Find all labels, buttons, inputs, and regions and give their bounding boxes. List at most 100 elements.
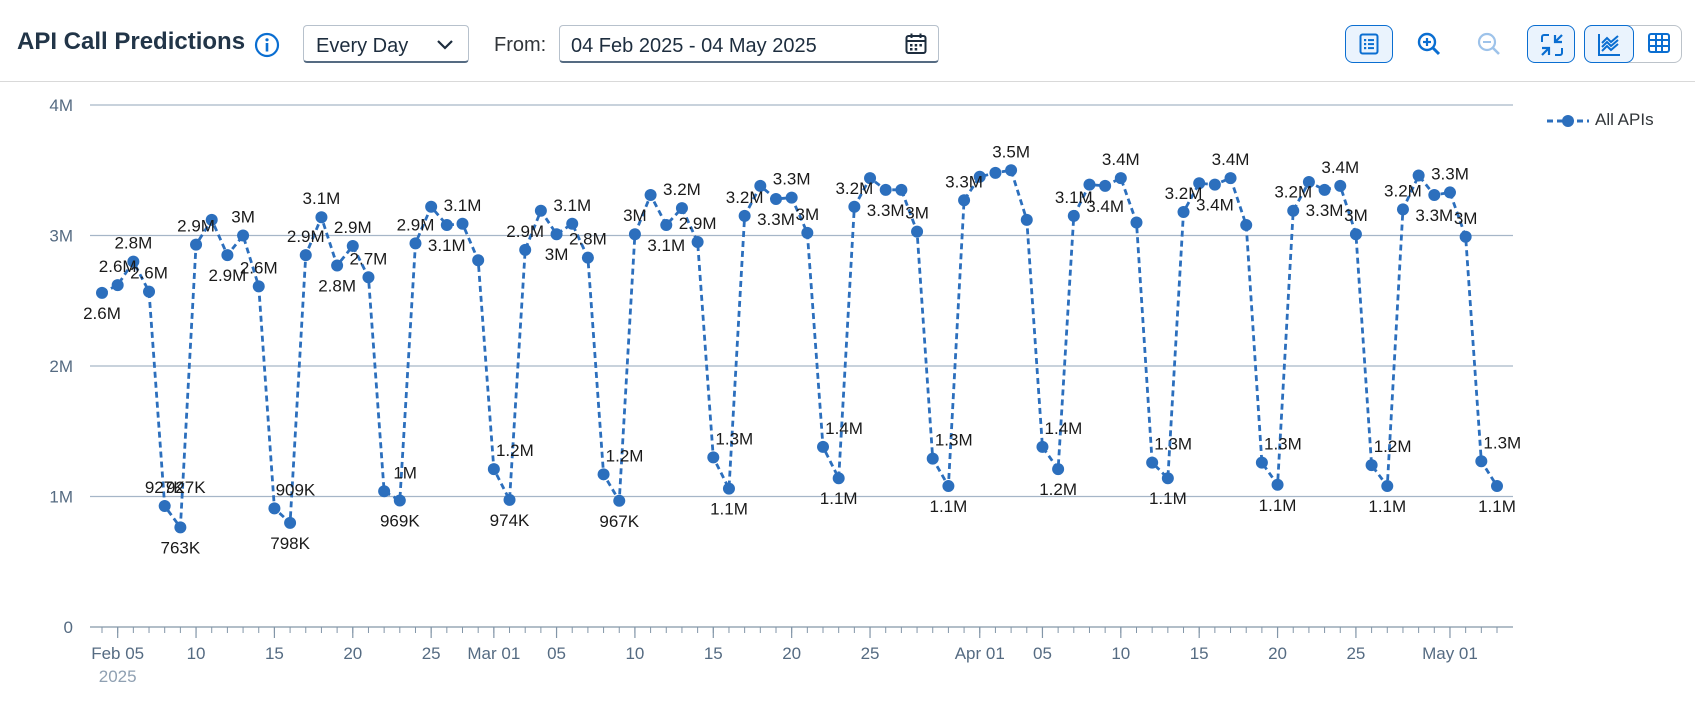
x-tick-label: Feb 05 — [91, 644, 144, 663]
data-point — [817, 440, 830, 453]
data-label: 3.3M — [773, 170, 811, 189]
series-all-apis — [96, 164, 1503, 534]
data-point — [1349, 228, 1362, 241]
data-point — [1271, 478, 1284, 491]
data-point — [691, 236, 704, 249]
data-point — [1146, 456, 1159, 469]
data-point — [1255, 456, 1268, 469]
data-point — [1036, 440, 1049, 453]
data-point — [190, 238, 203, 251]
data-point — [769, 192, 782, 205]
data-point — [1302, 175, 1315, 188]
data-point — [1130, 216, 1143, 229]
data-point — [628, 228, 641, 241]
x-tick-label: 25 — [422, 644, 441, 663]
data-point — [1443, 186, 1456, 199]
zoom-in-button[interactable] — [1405, 25, 1453, 63]
collapse-button[interactable] — [1527, 25, 1575, 63]
data-point — [1224, 172, 1237, 185]
x-tick-label: 10 — [1111, 644, 1130, 663]
data-label: 798K — [270, 534, 310, 553]
data-label: 3M — [231, 208, 255, 227]
x-tick-label: 25 — [861, 644, 880, 663]
data-point — [1475, 455, 1488, 468]
data-point — [848, 200, 861, 213]
data-label: 974K — [490, 511, 530, 530]
data-label: 3.2M — [835, 179, 873, 198]
data-label: 2.6M — [130, 264, 168, 283]
collapse-icon — [1541, 34, 1563, 56]
data-label: 3.4M — [1086, 197, 1124, 216]
data-point — [409, 237, 422, 250]
data-label: 3.4M — [1212, 150, 1250, 169]
page-title: API Call Predictions — [17, 28, 246, 55]
data-label: 3.3M — [1415, 206, 1453, 225]
data-label: 3.3M — [1306, 201, 1344, 220]
data-label: 3.3M — [945, 172, 983, 191]
data-label: 1.3M — [1483, 433, 1521, 452]
zoom-out-button[interactable] — [1465, 25, 1513, 63]
chart-toolbar: API Call Predictions Every Day From: 04 … — [0, 0, 1695, 82]
x-tick-label: Mar 01 — [467, 644, 520, 663]
data-label: 2.6M — [240, 258, 278, 277]
data-label: 763K — [161, 538, 201, 557]
period-select[interactable]: Every Day — [303, 25, 469, 63]
data-point — [566, 217, 579, 230]
chart-view-button[interactable] — [1584, 25, 1634, 63]
table-view-button[interactable] — [1636, 25, 1682, 63]
data-point — [519, 243, 532, 256]
data-point — [785, 191, 798, 204]
data-label: 3.1M — [1055, 188, 1093, 207]
data-label: 2.9M — [177, 217, 215, 236]
data-label: 1.3M — [1154, 435, 1192, 454]
data-label: 3.2M — [1165, 184, 1203, 203]
data-label: 3.3M — [757, 210, 795, 229]
data-label: 969K — [380, 512, 420, 531]
calendar-icon[interactable] — [904, 32, 928, 56]
data-point — [973, 170, 986, 183]
chevron-down-icon — [437, 40, 453, 50]
data-label: 2.9M — [208, 266, 246, 285]
data-point — [237, 229, 250, 242]
data-point — [1161, 472, 1174, 485]
data-point — [1193, 177, 1206, 190]
data-label: 3.2M — [726, 188, 764, 207]
data-point — [205, 213, 218, 226]
data-point — [864, 172, 877, 185]
info-icon[interactable] — [253, 31, 281, 59]
data-point — [597, 468, 610, 481]
line-chart-icon — [1598, 34, 1620, 56]
data-point — [722, 482, 735, 495]
data-label: 1.3M — [715, 429, 753, 448]
data-point — [472, 254, 485, 267]
data-label: 1.2M — [496, 441, 534, 460]
x-tick-label: 10 — [187, 644, 206, 663]
data-label: 967K — [599, 512, 639, 531]
data-point — [581, 251, 594, 264]
data-point — [1459, 230, 1472, 243]
data-point — [801, 226, 814, 239]
data-label: 3.1M — [647, 236, 685, 255]
data-point — [487, 463, 500, 476]
x-tick-label: Apr 01 — [955, 644, 1005, 663]
legend-marker — [1547, 115, 1589, 127]
data-point — [911, 225, 924, 238]
data-label: 3.5M — [992, 142, 1030, 161]
data-label: 2.8M — [114, 234, 152, 253]
x-tick-sublabel: 2025 — [99, 667, 137, 686]
data-label: 3M — [623, 206, 647, 225]
data-point — [958, 194, 971, 207]
data-label: 1.1M — [710, 500, 748, 519]
date-range-input[interactable]: 04 Feb 2025 - 04 May 2025 — [559, 25, 939, 63]
x-tick-label: May 01 — [1422, 644, 1478, 663]
data-point — [738, 209, 751, 222]
data-label: 1.1M — [1259, 496, 1297, 515]
details-button[interactable] — [1345, 25, 1393, 63]
data-label: 1.3M — [1264, 435, 1302, 454]
data-label: 3.2M — [1384, 181, 1422, 200]
data-point — [315, 211, 328, 224]
data-point — [174, 521, 187, 534]
data-point — [1208, 178, 1221, 191]
